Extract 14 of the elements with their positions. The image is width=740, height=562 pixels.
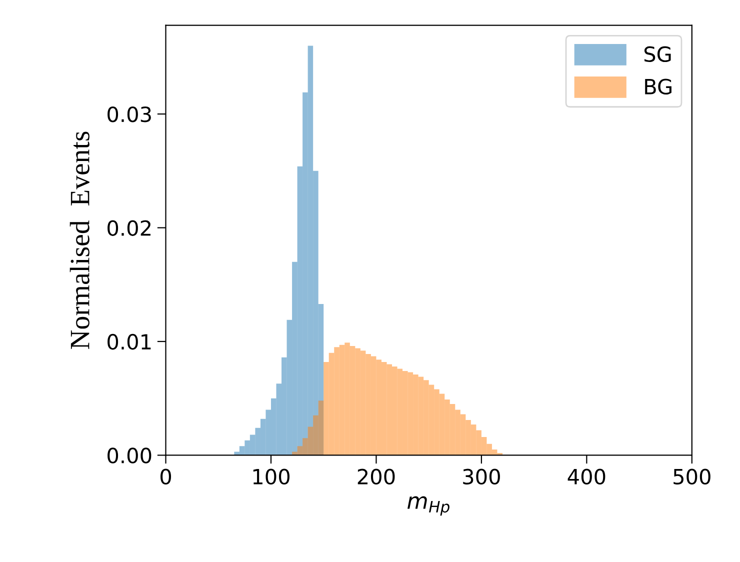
y-tick-label: 0.02 — [108, 220, 150, 236]
legend-label: SG — [644, 46, 671, 62]
y-tick-label: 0.00 — [108, 448, 152, 464]
y-tick-label: 0.01 — [108, 334, 151, 350]
x-tick-label: 200 — [358, 468, 395, 485]
legend-label: BG — [645, 78, 672, 94]
x-tick-label: 400 — [568, 468, 606, 485]
x-tick-label: 500 — [674, 468, 710, 485]
y-tick-label: 0.03 — [108, 106, 151, 122]
x-tick-label: 100 — [253, 468, 290, 485]
x-tick-label: 300 — [463, 468, 500, 485]
x-tick-label: 0 — [160, 468, 172, 485]
y-axis-title: Normalised Events — [70, 132, 90, 350]
x-axis-title: m$_{Hp}$ — [408, 496, 450, 516]
